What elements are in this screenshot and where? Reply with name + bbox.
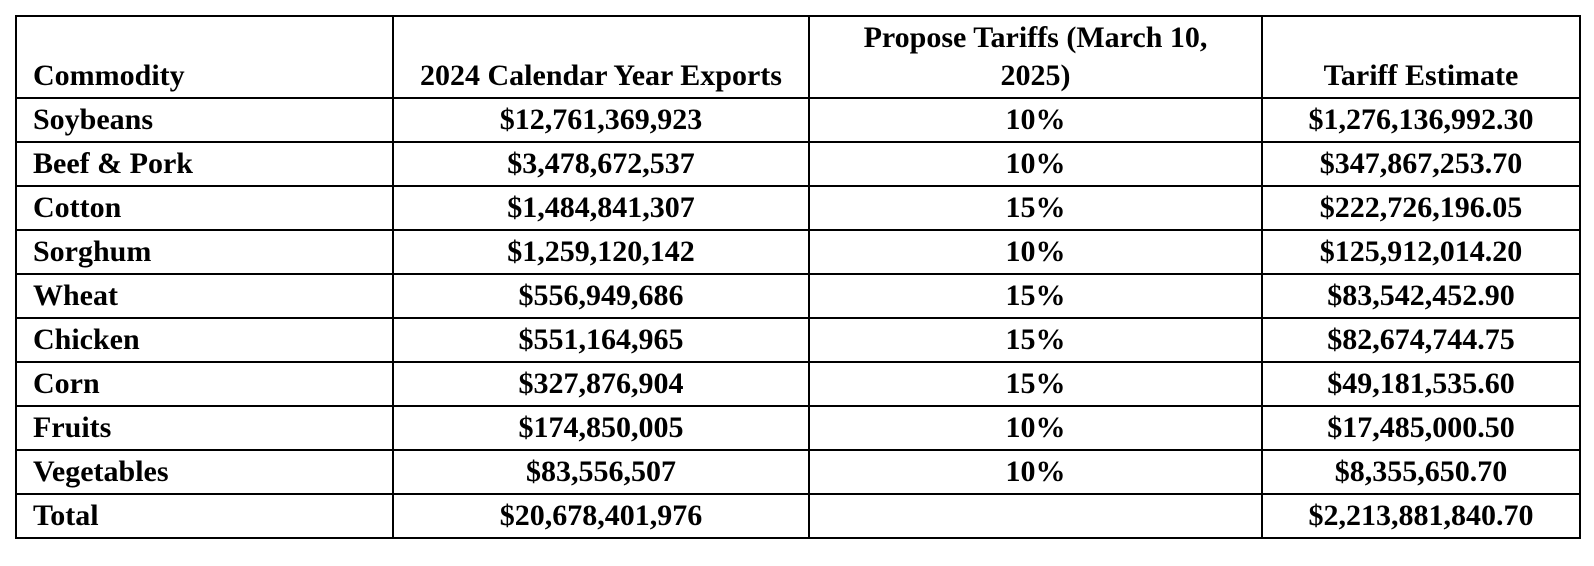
table-row: Vegetables $83,556,507 10% $8,355,650.70 — [15, 449, 1581, 495]
cell-tariff: 10% — [808, 405, 1263, 451]
table-row: Sorghum $1,259,120,142 10% $125,912,014.… — [15, 229, 1581, 275]
cell-estimate: $8,355,650.70 — [1261, 449, 1581, 495]
table-row: Wheat $556,949,686 15% $83,542,452.90 — [15, 273, 1581, 319]
cell-estimate: $17,485,000.50 — [1261, 405, 1581, 451]
cell-commodity: Cotton — [15, 185, 394, 231]
table-row: Corn $327,876,904 15% $49,181,535.60 — [15, 361, 1581, 407]
cell-commodity: Beef & Pork — [15, 141, 394, 187]
header-tariff-estimate: Tariff Estimate — [1261, 15, 1581, 99]
table-header-row: Commodity 2024 Calendar Year Exports Pro… — [15, 15, 1581, 99]
cell-tariff: 15% — [808, 317, 1263, 363]
cell-estimate: $82,674,744.75 — [1261, 317, 1581, 363]
cell-exports: $12,761,369,923 — [392, 97, 810, 143]
table-row: Chicken $551,164,965 15% $82,674,744.75 — [15, 317, 1581, 363]
table-row: Soybeans $12,761,369,923 10% $1,276,136,… — [15, 97, 1581, 143]
cell-exports: $83,556,507 — [392, 449, 810, 495]
table-total-row: Total $20,678,401,976 $2,213,881,840.70 — [15, 493, 1581, 539]
cell-estimate: $83,542,452.90 — [1261, 273, 1581, 319]
cell-commodity: Vegetables — [15, 449, 394, 495]
cell-estimate: $125,912,014.20 — [1261, 229, 1581, 275]
cell-total-exports: $20,678,401,976 — [392, 493, 810, 539]
cell-total-estimate: $2,213,881,840.70 — [1261, 493, 1581, 539]
cell-tariff: 15% — [808, 185, 1263, 231]
cell-commodity: Wheat — [15, 273, 394, 319]
cell-exports: $1,484,841,307 — [392, 185, 810, 231]
table-row: Beef & Pork $3,478,672,537 10% $347,867,… — [15, 141, 1581, 187]
cell-exports: $556,949,686 — [392, 273, 810, 319]
cell-commodity: Fruits — [15, 405, 394, 451]
cell-exports: $327,876,904 — [392, 361, 810, 407]
header-exports: 2024 Calendar Year Exports — [392, 15, 810, 99]
cell-tariff: 15% — [808, 273, 1263, 319]
header-proposed-tariffs: Propose Tariffs (March 10, 2025) — [808, 15, 1263, 99]
cell-commodity: Sorghum — [15, 229, 394, 275]
cell-commodity: Corn — [15, 361, 394, 407]
cell-exports: $1,259,120,142 — [392, 229, 810, 275]
cell-tariff: 10% — [808, 449, 1263, 495]
cell-estimate: $49,181,535.60 — [1261, 361, 1581, 407]
cell-commodity: Soybeans — [15, 97, 394, 143]
cell-tariff: 10% — [808, 141, 1263, 187]
cell-tariff: 15% — [808, 361, 1263, 407]
cell-total-tariff — [808, 493, 1263, 539]
cell-estimate: $347,867,253.70 — [1261, 141, 1581, 187]
table-row: Fruits $174,850,005 10% $17,485,000.50 — [15, 405, 1581, 451]
cell-tariff: 10% — [808, 229, 1263, 275]
cell-estimate: $222,726,196.05 — [1261, 185, 1581, 231]
tariff-estimate-table: Commodity 2024 Calendar Year Exports Pro… — [15, 15, 1581, 539]
table-row: Cotton $1,484,841,307 15% $222,726,196.0… — [15, 185, 1581, 231]
cell-tariff: 10% — [808, 97, 1263, 143]
cell-commodity: Chicken — [15, 317, 394, 363]
cell-estimate: $1,276,136,992.30 — [1261, 97, 1581, 143]
cell-exports: $551,164,965 — [392, 317, 810, 363]
header-commodity: Commodity — [15, 15, 394, 99]
cell-total-label: Total — [15, 493, 394, 539]
cell-exports: $3,478,672,537 — [392, 141, 810, 187]
cell-exports: $174,850,005 — [392, 405, 810, 451]
